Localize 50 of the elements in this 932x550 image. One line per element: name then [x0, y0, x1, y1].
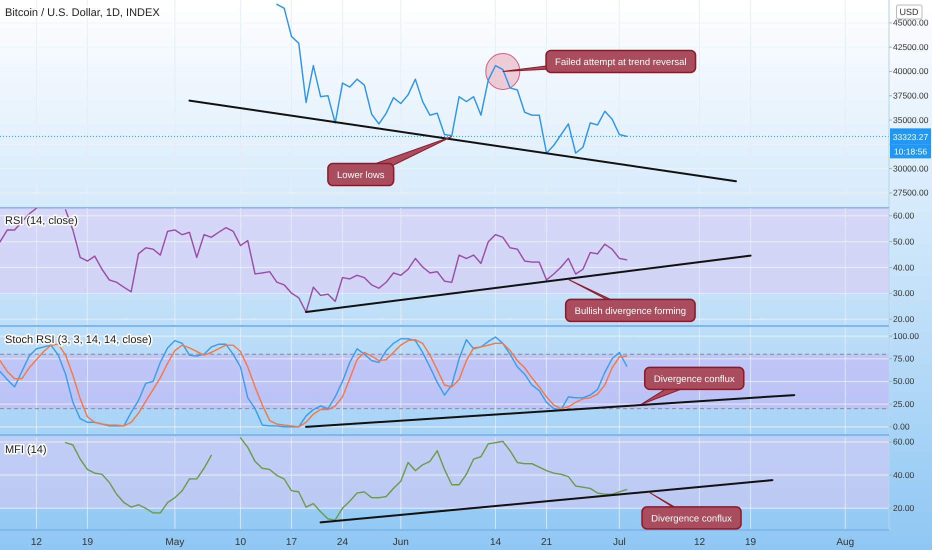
x-tick-label: 12 — [30, 537, 42, 548]
y-tick-label: 27500.00 — [893, 188, 929, 198]
y-tick-label: 37500.00 — [893, 90, 929, 100]
annotation: Divergence conflux — [651, 513, 732, 524]
y-tick-label: 60.00 — [893, 436, 915, 447]
y-tick-label: 40.00 — [893, 470, 915, 480]
y-tick-label: 45000.00 — [893, 18, 929, 28]
x-tick-label: 24 — [336, 537, 348, 548]
y-tick-label: 20.00 — [893, 503, 915, 514]
y-tick-label: 50.00 — [893, 376, 915, 386]
x-tick-label: 12 — [694, 537, 706, 548]
y-tick-label: 40.00 — [893, 262, 915, 272]
text: MFI (14) — [5, 444, 47, 456]
text: 10:18:56 — [894, 146, 928, 156]
annotation: Lower lows — [337, 170, 385, 182]
x-tick-label: Jul — [612, 537, 626, 548]
y-axis-title: USD — [899, 7, 919, 17]
y-tick-label: 42500.00 — [893, 42, 929, 52]
ref-line-label: 33323.27 — [892, 132, 928, 142]
y-tick-label: 30000.00 — [893, 163, 929, 174]
y-tick-label: 35000.00 — [893, 114, 929, 125]
y-tick-label: 100.00 — [893, 330, 920, 341]
callout: Lower lows — [327, 136, 452, 186]
x-tick-label: 19 — [744, 537, 757, 548]
x-tick-label: Aug — [836, 537, 854, 548]
y-tick-label: 75.00 — [893, 353, 915, 364]
y-tick-label: 50.00 — [893, 236, 915, 246]
y-tick-label: 40000.00 — [893, 66, 929, 76]
callout: Divergence conflux — [640, 366, 745, 405]
callout: Bullish divergence forming — [564, 278, 696, 322]
y-tick-label: 30.00 — [893, 288, 915, 298]
x-tick-label: May — [165, 537, 184, 548]
annotation: Failed attempt at trend reversal — [555, 56, 687, 68]
text: Stoch RSI (3, 3, 14, 14, close) — [5, 334, 152, 346]
x-tick-label: Jun — [392, 537, 409, 548]
annotation: Divergence conflux — [654, 374, 735, 385]
annotation: Bullish divergence forming — [574, 306, 686, 317]
unit-label: USD — [896, 4, 922, 20]
callout: Divergence conflux — [641, 491, 742, 530]
x-tick-label: 21 — [540, 537, 553, 548]
text: Bitcoin / U.S. Dollar, 1D, INDEX — [5, 7, 160, 19]
y-tick-label: 20.00 — [893, 314, 915, 324]
x-tick-label: 14 — [490, 537, 502, 548]
y-tick-label: 0.00 — [893, 422, 910, 432]
x-tick-label: 17 — [286, 537, 298, 548]
x-tick-label: 19 — [82, 537, 94, 548]
x-tick-label: 10 — [234, 537, 246, 548]
y-tick-label: 25.00 — [893, 398, 915, 409]
y-tick-label: 60.00 — [893, 210, 915, 220]
callout: Failed attempt at trend reversal — [502, 50, 696, 74]
